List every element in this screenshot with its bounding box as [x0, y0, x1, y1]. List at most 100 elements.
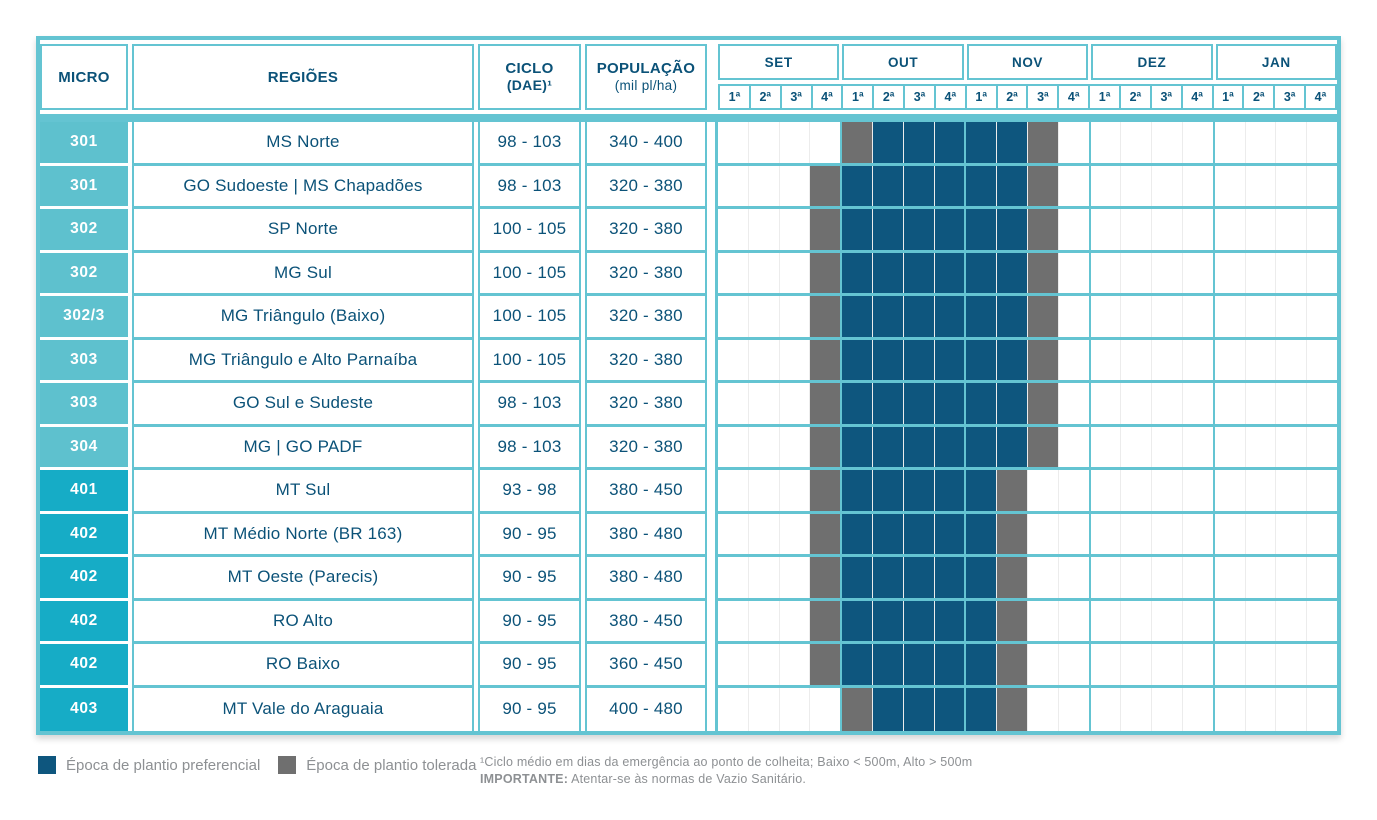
- ciclo-cell: 90 - 95: [478, 513, 581, 557]
- tolerated-planting-cell: [809, 165, 841, 206]
- week-label: 2ª: [1244, 84, 1276, 110]
- empty-cell: [1181, 339, 1213, 380]
- legend-item-preferencial: Época de plantio preferencial: [38, 756, 260, 774]
- empty-cell: [1181, 252, 1213, 293]
- preferred-planting-cell: [902, 557, 934, 598]
- region-cell: GO Sudoeste | MS Chapadões: [132, 165, 474, 209]
- empty-cell: [1306, 339, 1337, 380]
- empty-cell: [718, 296, 748, 337]
- preferred-planting-cell: [840, 426, 872, 467]
- preferred-planting-cell: [933, 687, 965, 731]
- empty-cell: [1212, 296, 1245, 337]
- planting-timeline: [715, 122, 1337, 166]
- preferred-planting-cell: [871, 209, 903, 250]
- planting-timeline: [715, 600, 1337, 644]
- empty-cell: [1151, 644, 1182, 685]
- empty-cell: [1244, 252, 1276, 293]
- week-label: 4ª: [935, 84, 967, 110]
- populacao-cell: 380 - 450: [585, 470, 707, 514]
- empty-cell: [1212, 383, 1245, 424]
- preferred-planting-cell: [871, 252, 903, 293]
- preferred-planting-cell: [902, 513, 934, 554]
- empty-cell: [1026, 470, 1058, 511]
- micro-cell: 403: [40, 687, 128, 731]
- ciclo-cell: 90 - 95: [478, 600, 581, 644]
- empty-cell: [1120, 600, 1151, 641]
- preferred-planting-cell: [840, 644, 872, 685]
- empty-cell: [1181, 644, 1213, 685]
- empty-cell: [1151, 600, 1182, 641]
- empty-cell: [718, 470, 748, 511]
- preferred-planting-cell: [964, 426, 997, 467]
- preferred-planting-cell: [964, 600, 997, 641]
- empty-cell: [1181, 165, 1213, 206]
- micro-cell: 303: [40, 339, 128, 383]
- header-micro-label: MICRO: [58, 68, 110, 86]
- empty-cell: [1088, 122, 1121, 163]
- preferred-planting-cell: [840, 513, 872, 554]
- week-label: 1ª: [966, 84, 998, 110]
- preferred-planting-cell: [996, 383, 1027, 424]
- tolerated-planting-cell: [809, 557, 841, 598]
- preferred-planting-cell: [902, 252, 934, 293]
- ciclo-cell: 100 - 105: [478, 252, 581, 296]
- empty-cell: [1151, 557, 1182, 598]
- empty-cell: [1088, 165, 1121, 206]
- empty-cell: [1212, 165, 1245, 206]
- planting-timeline: [715, 383, 1337, 427]
- empty-cell: [1275, 557, 1306, 598]
- empty-cell: [1275, 339, 1306, 380]
- empty-cell: [747, 557, 779, 598]
- empty-cell: [1120, 296, 1151, 337]
- empty-cell: [1088, 252, 1121, 293]
- empty-cell: [778, 252, 810, 293]
- empty-cell: [1212, 426, 1245, 467]
- planting-timeline: [715, 470, 1337, 514]
- table-row: 402 RO Alto 90 - 95 380 - 450: [40, 600, 1337, 644]
- empty-cell: [1275, 513, 1306, 554]
- tolerated-planting-cell: [809, 513, 841, 554]
- week-label: 4ª: [1059, 84, 1091, 110]
- populacao-cell: 380 - 450: [585, 600, 707, 644]
- tolerated-planting-cell: [1026, 383, 1058, 424]
- tolerated-planting-cell: [996, 644, 1027, 685]
- empty-cell: [1151, 470, 1182, 511]
- empty-cell: [1275, 600, 1306, 641]
- preferred-planting-cell: [840, 252, 872, 293]
- preferred-planting-cell: [840, 209, 872, 250]
- preferred-planting-cell: [964, 209, 997, 250]
- empty-cell: [1212, 252, 1245, 293]
- empty-cell: [718, 340, 748, 381]
- empty-cell: [1057, 426, 1089, 467]
- important-footnote: IMPORTANTE: Atentar-se às normas de Vazi…: [480, 771, 972, 788]
- table-header: MICRO REGIÕES CICLO (DAE)¹ POPULAÇÃO (mi…: [40, 44, 1338, 110]
- empty-cell: [1212, 557, 1245, 598]
- month-label: OUT: [842, 44, 964, 80]
- empty-cell: [1244, 296, 1276, 337]
- tolerated-planting-cell: [809, 252, 841, 293]
- empty-cell: [718, 601, 748, 642]
- ciclo-cell: 90 - 95: [478, 644, 581, 688]
- preferred-planting-cell: [933, 557, 965, 598]
- empty-cell: [1026, 600, 1058, 641]
- empty-cell: [1306, 122, 1337, 163]
- preferred-planting-cell: [871, 165, 903, 206]
- preferred-planting-cell: [902, 339, 934, 380]
- empty-cell: [1120, 122, 1151, 163]
- empty-cell: [747, 383, 779, 424]
- empty-cell: [1088, 513, 1121, 554]
- ciclo-cell: 90 - 95: [478, 687, 581, 731]
- empty-cell: [778, 296, 810, 337]
- empty-cell: [778, 513, 810, 554]
- months-header: SET OUT NOV DEZ JAN: [718, 44, 1338, 80]
- week-label: 3ª: [781, 84, 813, 110]
- micro-cell: 401: [40, 470, 128, 514]
- tolerated-planting-cell: [996, 470, 1027, 511]
- preferred-planting-cell: [933, 644, 965, 685]
- preferred-planting-cell: [871, 644, 903, 685]
- micro-cell: 302/3: [40, 296, 128, 340]
- legend-tolerada-label: Época de plantio tolerada: [306, 756, 477, 774]
- micro-cell: 402: [40, 513, 128, 557]
- header-ciclo-line2: (DAE)¹: [506, 77, 553, 93]
- preferred-planting-cell: [933, 513, 965, 554]
